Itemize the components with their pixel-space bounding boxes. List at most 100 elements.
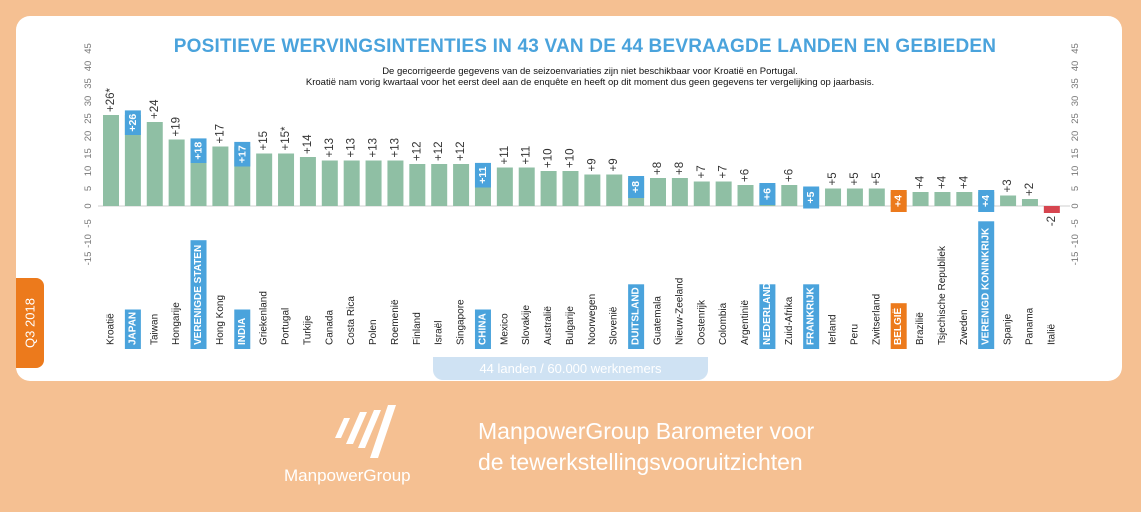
category-label: Oostenrijk xyxy=(696,299,707,345)
category-label: Roemenië xyxy=(390,299,401,345)
logo-wordmark: ManpowerGroup xyxy=(284,466,411,485)
y-tick-label-left: -15 xyxy=(83,252,94,266)
y-tick-label-left: -5 xyxy=(83,219,94,227)
y-tick-label-right: 30 xyxy=(1070,96,1081,107)
bar xyxy=(496,167,513,206)
category-label: Noorwegen xyxy=(587,294,598,345)
value-label: +15 xyxy=(258,131,270,151)
category-label: VERENIGDE STATEN xyxy=(193,245,204,345)
y-tick-label-left: 15 xyxy=(83,148,94,159)
bar xyxy=(693,181,710,206)
value-label: +10 xyxy=(543,148,555,168)
chart-subtitle: De gecorrigeerde gegevens van de seizoen… xyxy=(240,66,940,88)
tagline-line-2: de tewerkstellingsvooruitzichten xyxy=(478,449,803,475)
value-label-badge xyxy=(803,186,820,209)
value-label: +8 xyxy=(674,162,686,175)
bar xyxy=(868,188,885,206)
category-label: Slovenië xyxy=(609,306,620,345)
bar xyxy=(124,115,141,206)
y-tick-label-right: 20 xyxy=(1070,131,1081,142)
subtitle-line-1: De gecorrigeerde gegevens van de seizoen… xyxy=(382,66,798,77)
category-label: Taiwan xyxy=(149,314,160,345)
y-tick-label-left: 40 xyxy=(83,61,94,72)
value-label: +24 xyxy=(149,99,161,119)
category-label: Polen xyxy=(368,319,379,345)
bar xyxy=(168,139,185,206)
category-label: Australië xyxy=(543,306,554,345)
category-label-badge xyxy=(190,240,207,349)
category-label: Argentinië xyxy=(740,300,751,345)
category-label: INDIA xyxy=(237,318,248,345)
category-label: Portugal xyxy=(281,308,292,345)
category-label: JAPAN xyxy=(127,312,138,345)
bar xyxy=(103,115,119,206)
value-label: +13 xyxy=(324,138,336,158)
category-label: Ierland xyxy=(828,314,839,345)
bar xyxy=(518,167,535,206)
value-label: +5 xyxy=(871,172,883,185)
value-label: +6 xyxy=(761,188,773,200)
bar xyxy=(343,160,360,206)
category-label-badge xyxy=(978,221,995,349)
value-label: +11 xyxy=(521,146,533,165)
category-label: Hong Kong xyxy=(215,295,226,345)
bar xyxy=(606,174,623,206)
y-tick-label-left: 25 xyxy=(83,113,94,124)
bar xyxy=(431,164,448,206)
value-label: +6 xyxy=(783,169,795,182)
value-label: +7 xyxy=(718,165,730,178)
category-label-badge xyxy=(234,309,251,349)
category-label-badge xyxy=(124,309,141,349)
category-label-badge xyxy=(628,284,645,349)
value-label-badge xyxy=(234,141,251,167)
y-tick-label-right: 40 xyxy=(1070,61,1081,72)
category-label: Mexico xyxy=(499,313,510,345)
value-label: +4 xyxy=(980,195,992,207)
y-tick-label-left: 35 xyxy=(83,78,94,89)
value-label: +4 xyxy=(936,175,948,189)
y-tick-label-right: -15 xyxy=(1070,252,1081,266)
value-label: +11 xyxy=(499,146,511,165)
value-label-badge xyxy=(190,138,207,163)
quarter-tab: Q3 2018 xyxy=(16,278,44,368)
category-label: Spanje xyxy=(1003,313,1014,345)
category-label: Singapore xyxy=(456,299,467,345)
value-label: +12 xyxy=(411,141,423,161)
category-label: Finland xyxy=(412,312,423,345)
y-tick-label-right: 15 xyxy=(1070,148,1081,159)
category-label: FRANKRIJK xyxy=(806,286,817,345)
value-label: +12 xyxy=(433,141,445,161)
value-label: +4 xyxy=(893,195,905,207)
category-label: Israël xyxy=(434,321,445,345)
category-label-badge xyxy=(890,303,907,349)
bar xyxy=(409,164,426,206)
category-label: Colombia xyxy=(718,302,729,345)
value-label: +13 xyxy=(389,138,401,158)
value-label: +13 xyxy=(346,138,358,158)
bar xyxy=(650,178,666,206)
category-label: Nieuw-Zeeland xyxy=(674,278,685,345)
category-label: VERENIGD KONINKRIJK xyxy=(981,227,992,345)
category-label: Turkije xyxy=(302,315,313,345)
value-label: +8 xyxy=(652,162,664,175)
bar xyxy=(365,160,382,206)
bar xyxy=(146,122,163,206)
bar xyxy=(825,188,842,206)
category-label: Zweden xyxy=(959,309,970,345)
value-label: +5 xyxy=(849,172,861,185)
value-label: +19 xyxy=(171,117,183,137)
value-label: +2 xyxy=(1024,183,1036,196)
value-label: +3 xyxy=(1002,179,1014,192)
category-label: Slovakije xyxy=(521,305,532,345)
bar xyxy=(671,178,688,206)
category-label: Tsjechische Republiek xyxy=(937,245,948,345)
category-label: Italië xyxy=(1046,323,1057,345)
category-label: Zwitserland xyxy=(871,294,882,345)
category-label-badge xyxy=(803,284,820,349)
y-tick-label-left: 5 xyxy=(83,186,94,191)
bar xyxy=(256,153,273,206)
value-label: +10 xyxy=(564,148,576,168)
y-tick-label-left: 10 xyxy=(83,166,94,177)
category-label: Guatemala xyxy=(653,296,664,345)
bar xyxy=(912,192,929,206)
